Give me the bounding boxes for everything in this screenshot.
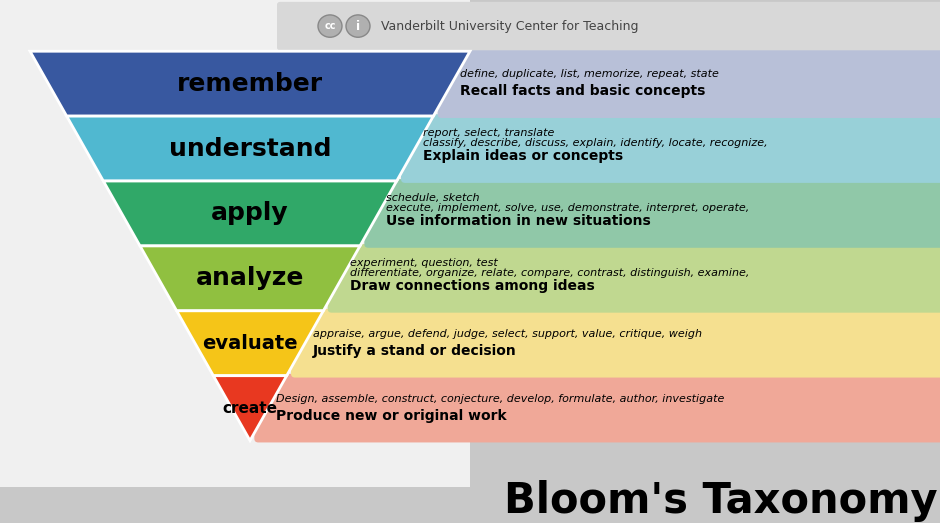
Polygon shape [67,116,433,181]
Polygon shape [177,311,323,376]
Text: analyze: analyze [196,266,305,290]
Text: remember: remember [177,72,323,96]
FancyBboxPatch shape [401,114,940,183]
FancyBboxPatch shape [291,309,940,378]
Text: Vanderbilt University Center for Teaching: Vanderbilt University Center for Teachin… [382,19,639,32]
Polygon shape [30,51,470,116]
FancyBboxPatch shape [277,2,940,50]
Circle shape [346,15,370,37]
Text: cc: cc [324,21,336,31]
Text: classify, describe, discuss, explain, identify, locate, recognize,: classify, describe, discuss, explain, id… [423,138,768,148]
Bar [0,0,470,487]
FancyBboxPatch shape [255,374,940,442]
Text: execute, implement, solve, use, demonstrate, interpret, operate,: execute, implement, solve, use, demonstr… [386,203,749,213]
Text: experiment, question, test: experiment, question, test [350,257,497,268]
Text: differentiate, organize, relate, compare, contrast, distinguish, examine,: differentiate, organize, relate, compare… [350,268,749,278]
FancyBboxPatch shape [438,49,940,118]
Polygon shape [103,181,397,246]
Circle shape [318,15,342,37]
Text: Explain ideas or concepts: Explain ideas or concepts [423,149,623,163]
Text: understand: understand [169,137,331,161]
Polygon shape [140,246,360,311]
FancyBboxPatch shape [365,179,940,248]
Text: Bloom's Taxonomy: Bloom's Taxonomy [505,480,938,522]
Text: evaluate: evaluate [202,334,298,353]
Text: Justify a stand or decision: Justify a stand or decision [313,344,517,358]
Text: create: create [223,401,277,416]
Text: report, select, translate: report, select, translate [423,128,555,138]
Polygon shape [213,376,287,440]
Text: i: i [356,19,360,32]
Text: appraise, argue, defend, judge, select, support, value, critique, weigh: appraise, argue, defend, judge, select, … [313,329,702,339]
Text: define, duplicate, list, memorize, repeat, state: define, duplicate, list, memorize, repea… [460,70,718,79]
Text: schedule, sketch: schedule, sketch [386,192,479,202]
FancyBboxPatch shape [328,244,940,313]
Text: Use information in new situations: Use information in new situations [386,214,651,228]
Text: apply: apply [212,201,289,225]
Text: Recall facts and basic concepts: Recall facts and basic concepts [460,84,705,98]
Text: Design, assemble, construct, conjecture, develop, formulate, author, investigate: Design, assemble, construct, conjecture,… [276,394,725,404]
Text: Draw connections among ideas: Draw connections among ideas [350,279,594,293]
Text: Produce new or original work: Produce new or original work [276,408,507,423]
